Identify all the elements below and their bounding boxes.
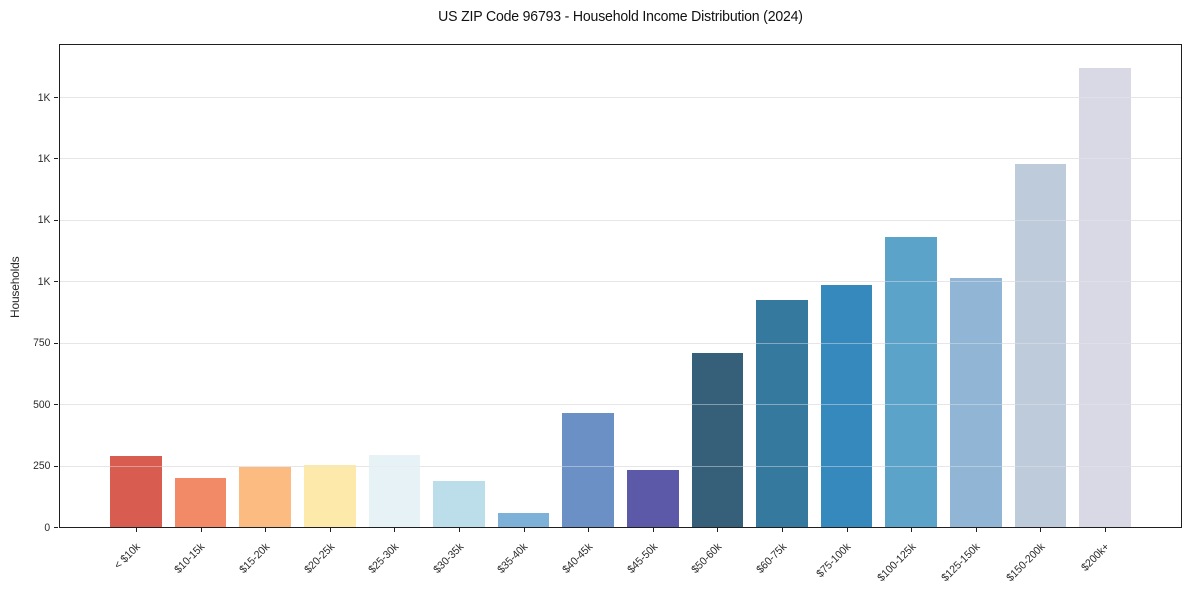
- bar: [691, 352, 744, 527]
- bar: [368, 454, 421, 527]
- y-tick-mark: [54, 465, 58, 467]
- gridline: [60, 404, 1181, 406]
- x-tick-label: $60-75k: [754, 541, 789, 576]
- gridline: [60, 158, 1181, 160]
- bar: [1014, 164, 1067, 527]
- y-axis-label: Households: [8, 256, 22, 318]
- y-tick-label: 1K: [37, 152, 50, 165]
- y-tick-label: 750: [32, 337, 50, 350]
- x-tick-mark: [782, 528, 783, 532]
- gridline: [60, 281, 1181, 283]
- x-tick-mark: [911, 528, 913, 532]
- bar: [303, 465, 356, 527]
- bar: [1079, 67, 1131, 527]
- y-tick-mark: [54, 281, 58, 283]
- bar: [626, 470, 679, 527]
- x-tick-mark: [1105, 528, 1106, 532]
- bar: [239, 467, 292, 527]
- x-tick-mark: [265, 528, 267, 532]
- x-tick-mark: [717, 528, 719, 532]
- bar: [110, 455, 162, 527]
- x-tick-label: $15-20k: [237, 541, 273, 576]
- gridline: [60, 97, 1181, 99]
- y-tick-mark: [54, 97, 58, 99]
- x-tick-label: $40-45k: [560, 541, 596, 576]
- x-tick-label: $45-50k: [624, 541, 660, 576]
- y-tick-label: 1K: [37, 275, 50, 288]
- bar: [756, 299, 808, 527]
- chart-title: US ZIP Code 96793 - Household Income Dis…: [438, 8, 803, 25]
- bar: [949, 278, 1002, 527]
- gridline: [60, 219, 1181, 221]
- x-tick-label: $150-200k: [1004, 541, 1048, 585]
- x-tick-label: < $10k: [112, 541, 143, 572]
- y-tick-label: 1K: [37, 91, 50, 104]
- x-tick-mark: [523, 528, 525, 532]
- x-tick-mark: [588, 528, 590, 532]
- gridline: [60, 404, 1181, 406]
- gridline: [60, 158, 1181, 160]
- x-tick-mark: [200, 528, 202, 532]
- gridline: [60, 465, 1181, 467]
- x-tick-label: $200k+: [1079, 541, 1112, 574]
- y-tick-label: 0: [44, 521, 50, 534]
- y-tick-label: 500: [32, 398, 50, 411]
- gridline: [60, 219, 1181, 221]
- gridline: [60, 342, 1181, 344]
- gridline: [60, 342, 1181, 344]
- x-tick-label: $125-150k: [939, 541, 983, 585]
- x-tick-mark: [652, 528, 654, 532]
- bar: [562, 412, 615, 527]
- x-tick-label: $30-35k: [431, 541, 466, 576]
- gridline: [60, 465, 1181, 467]
- bar: [820, 285, 873, 527]
- x-tick-mark: [1040, 528, 1042, 532]
- x-tick-mark: [459, 528, 460, 532]
- y-tick-mark: [54, 219, 58, 221]
- gridline: [60, 97, 1181, 99]
- plot-area: [59, 44, 1182, 528]
- x-tick-mark: [975, 528, 977, 532]
- x-tick-mark: [136, 528, 137, 532]
- x-tick-mark: [394, 528, 396, 532]
- x-tick-label: $35-40k: [495, 541, 531, 576]
- bar: [433, 481, 485, 527]
- x-tick-mark: [329, 528, 331, 532]
- y-tick-mark: [54, 404, 58, 406]
- x-tick-mark: [846, 528, 848, 532]
- y-tick-label: 250: [32, 460, 50, 473]
- x-tick-label: $20-25k: [301, 541, 337, 576]
- x-tick-label: $100-125k: [875, 541, 919, 585]
- x-tick-label: $75-100k: [814, 541, 854, 580]
- x-tick-label: $50-60k: [689, 541, 725, 576]
- bar: [497, 513, 550, 527]
- y-tick-mark: [54, 342, 58, 344]
- bar: [174, 477, 227, 527]
- bar: [885, 237, 938, 527]
- y-tick-label: 1K: [37, 214, 50, 227]
- y-tick-mark: [54, 158, 58, 160]
- y-tick-mark: [54, 527, 58, 528]
- x-tick-label: $10-15k: [172, 541, 208, 576]
- gridline: [60, 281, 1181, 283]
- x-tick-label: $25-30k: [366, 541, 402, 576]
